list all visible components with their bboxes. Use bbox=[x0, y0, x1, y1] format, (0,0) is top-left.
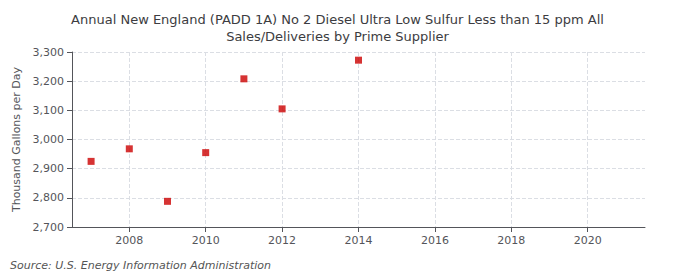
svg-text:3,100: 3,100 bbox=[33, 104, 65, 117]
svg-text:Source: U.S. Energy Informatio: Source: U.S. Energy Information Administ… bbox=[10, 259, 271, 272]
svg-text:2010: 2010 bbox=[192, 234, 220, 247]
svg-text:2012: 2012 bbox=[268, 234, 296, 247]
svg-text:2016: 2016 bbox=[421, 234, 449, 247]
svg-text:2014: 2014 bbox=[345, 234, 373, 247]
svg-text:2,800: 2,800 bbox=[33, 191, 65, 204]
svg-text:2020: 2020 bbox=[574, 234, 602, 247]
svg-text:3,000: 3,000 bbox=[33, 133, 65, 146]
svg-text:2018: 2018 bbox=[497, 234, 525, 247]
svg-text:3,300: 3,300 bbox=[33, 46, 65, 59]
svg-text:Sales/Deliveries by Prime Supp: Sales/Deliveries by Prime Supplier bbox=[226, 29, 449, 44]
svg-text:2,700: 2,700 bbox=[33, 221, 65, 234]
svg-text:3,200: 3,200 bbox=[33, 75, 65, 88]
svg-text:Thousand Gallons per Day: Thousand Gallons per Day bbox=[10, 66, 23, 213]
svg-text:2,900: 2,900 bbox=[33, 162, 65, 175]
svg-text:Annual New England (PADD 1A) N: Annual New England (PADD 1A) No 2 Diesel… bbox=[71, 12, 604, 27]
svg-text:2008: 2008 bbox=[115, 234, 143, 247]
